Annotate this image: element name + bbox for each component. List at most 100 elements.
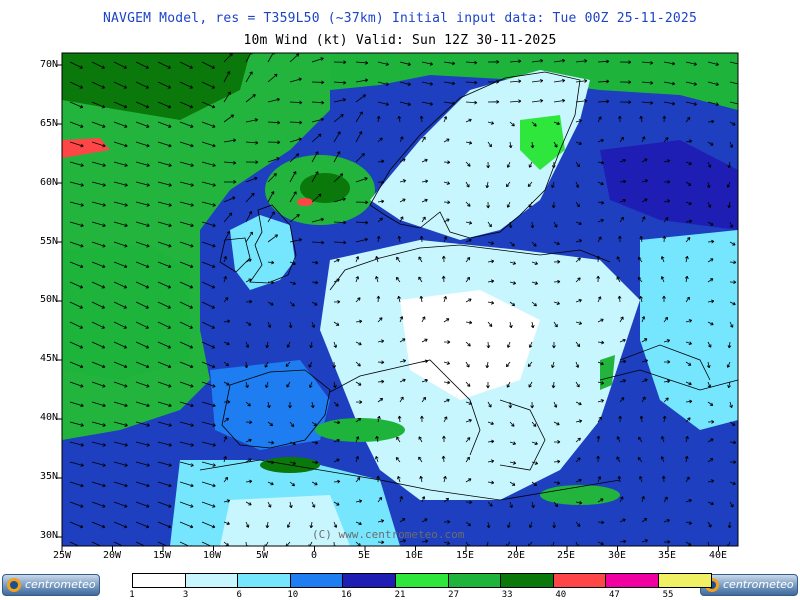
wind-arrow <box>157 241 172 248</box>
wind-arrow <box>575 381 580 388</box>
wind-arrow <box>685 139 693 144</box>
wind-arrow <box>355 341 362 346</box>
wind-arrow <box>509 501 513 508</box>
wind-arrow <box>289 421 295 428</box>
wind-arrow <box>641 136 646 143</box>
wind-arrow <box>135 101 150 109</box>
wind-arrow <box>395 276 401 283</box>
wind-arrow <box>311 260 319 265</box>
wind-arrow <box>223 276 227 283</box>
wind-arrow <box>157 321 171 329</box>
wind-arrow <box>179 441 194 447</box>
wind-arrow <box>113 421 128 427</box>
wind-arrow <box>69 221 84 228</box>
wind-arrow <box>616 256 621 263</box>
wind-arrow <box>527 181 533 187</box>
wind-arrow <box>355 111 363 123</box>
wind-arrow <box>421 378 428 383</box>
wind-arrow <box>729 321 734 328</box>
wind-arrow <box>575 541 580 546</box>
centrometeo-logo-left[interactable]: centrometeo <box>2 574 100 596</box>
wind-arrow <box>553 440 561 444</box>
wind-arrow <box>661 475 666 483</box>
wind-arrow <box>729 481 736 486</box>
wind-arrow <box>311 117 324 123</box>
wind-arrow <box>135 261 150 269</box>
wind-arrow <box>551 381 556 389</box>
wind-arrow <box>707 141 714 146</box>
wind-arrow <box>443 160 451 165</box>
wind-arrow <box>487 279 495 284</box>
wind-arrow <box>530 401 535 409</box>
wind-arrow <box>333 438 340 443</box>
wind-arrow <box>179 81 194 89</box>
wind-arrow <box>443 398 450 403</box>
wind-arrow <box>113 321 127 329</box>
wind-arrow <box>575 201 580 208</box>
wind-arrow <box>333 458 340 463</box>
wind-arrow <box>596 255 601 263</box>
wind-arrow <box>113 381 128 388</box>
wind-arrow <box>465 256 471 263</box>
lat-label: 60N <box>39 177 58 188</box>
wind-arrow <box>528 341 533 348</box>
wind-arrow <box>179 61 193 69</box>
wind-arrow <box>707 479 715 483</box>
wind-arrow <box>91 381 106 388</box>
wind-arrow <box>663 339 671 343</box>
wind-arrow <box>333 381 337 389</box>
wind-arrow <box>442 435 446 443</box>
wind-arrow <box>531 441 538 446</box>
wind-arrow <box>399 179 407 183</box>
wind-arrow <box>377 379 385 384</box>
wind-arrow <box>179 141 194 148</box>
wind-arrow <box>91 101 106 109</box>
wind-arrow <box>157 141 172 148</box>
wind-arrow <box>618 235 622 243</box>
wind-arrow <box>355 319 363 324</box>
wind-arrow <box>201 161 216 167</box>
wind-arrow <box>707 201 712 208</box>
wind-arrow <box>552 341 556 349</box>
wind-arrow <box>289 171 297 183</box>
wind-arrow <box>729 141 734 148</box>
wind-arrow <box>333 80 347 85</box>
wind-arrow <box>91 81 106 89</box>
wind-arrow <box>179 481 194 488</box>
wind-arrow <box>135 121 150 128</box>
wind-arrow <box>638 436 643 443</box>
wind-arrow <box>727 161 732 169</box>
wind-arrow <box>553 279 561 284</box>
wind-arrow <box>575 99 588 103</box>
wind-arrow <box>684 455 689 463</box>
wind-arrow <box>729 61 738 66</box>
wind-arrow <box>245 401 251 407</box>
wind-arrow <box>421 179 429 184</box>
wind-arrow <box>355 177 368 183</box>
wind-arrow <box>641 359 649 363</box>
wind-arrow <box>179 221 194 228</box>
wind-arrow <box>575 141 582 146</box>
wind-arrow <box>707 521 712 528</box>
wind-arrow <box>245 299 253 304</box>
wind-arrow <box>707 61 719 66</box>
wind-arrow <box>575 341 581 348</box>
wind-arrow <box>223 455 227 463</box>
wind-arrow <box>685 435 689 443</box>
wind-arrow <box>421 61 434 66</box>
wind-arrow <box>597 498 604 503</box>
wind-arrow <box>201 181 216 187</box>
centrometeo-logo-right[interactable]: centrometeo <box>700 574 798 596</box>
wind-arrow <box>201 121 216 128</box>
wind-arrow <box>399 216 404 223</box>
wind-arrow <box>223 476 229 483</box>
wind-arrow <box>443 101 456 106</box>
wind-arrow <box>551 161 556 169</box>
wind-arrow <box>531 261 538 265</box>
wind-arrow <box>397 115 402 123</box>
wind-arrow <box>245 321 252 326</box>
wind-arrow <box>223 400 231 404</box>
wind-arrow <box>245 479 253 484</box>
wind-arrow <box>727 201 732 209</box>
wind-arrow <box>245 438 252 443</box>
